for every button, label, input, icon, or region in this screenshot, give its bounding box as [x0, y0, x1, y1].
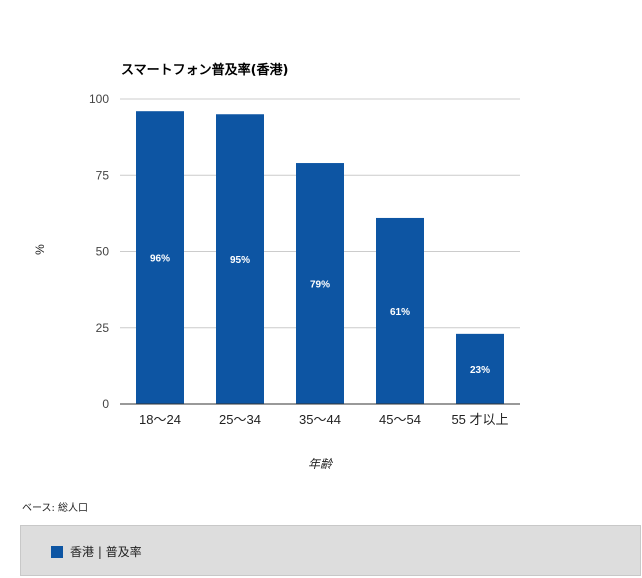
x-tick-label: 55 才以上 — [451, 412, 508, 427]
legend-swatch — [51, 545, 63, 558]
bar-data-label: 23% — [470, 365, 490, 376]
base-note: ベース: 総人口 — [22, 503, 89, 514]
data-labels: 96% 95% 79% 61% 23% — [150, 254, 490, 376]
bar[interactable] — [376, 217, 424, 404]
y-tick-label: 25 — [96, 321, 110, 335]
y-tick-label: 0 — [102, 397, 109, 411]
bar[interactable] — [216, 114, 264, 404]
bar-data-label: 79% — [310, 280, 330, 291]
x-tick-label: 35～44 — [299, 412, 341, 427]
bar-data-label: 61% — [390, 307, 410, 318]
legend: 香港 | 普及率 — [20, 525, 641, 576]
y-axis-ticks: 0 25 50 75 100 — [89, 92, 109, 411]
chart-title: スマートフォン普及率(香港) — [121, 62, 289, 78]
x-axis-title: 年齢 — [308, 457, 334, 471]
y-tick-label: 50 — [96, 245, 110, 259]
bar[interactable] — [136, 111, 184, 404]
x-tick-label: 18～24 — [139, 412, 181, 427]
bars — [136, 111, 504, 404]
x-tick-label: 25～34 — [219, 412, 261, 427]
chart-area: スマートフォン普及率(香港) 0 25 50 75 100 96% 95% 79% 61% 23… — [33, 62, 520, 471]
x-tick-label: 45～54 — [379, 412, 421, 427]
x-axis-ticks: 18～24 25～34 35～44 45～54 55 才以上 — [139, 412, 509, 427]
bar[interactable] — [456, 333, 504, 404]
y-tick-label: 75 — [96, 168, 110, 182]
bar-data-label: 95% — [230, 255, 250, 266]
legend-item[interactable]: 香港 | 普及率 — [51, 543, 142, 560]
bar-data-label: 96% — [150, 254, 170, 265]
bar[interactable] — [296, 163, 344, 404]
y-axis-title: % — [33, 244, 47, 255]
legend-label: 香港 | 普及率 — [70, 545, 142, 559]
y-tick-label: 100 — [89, 92, 109, 106]
